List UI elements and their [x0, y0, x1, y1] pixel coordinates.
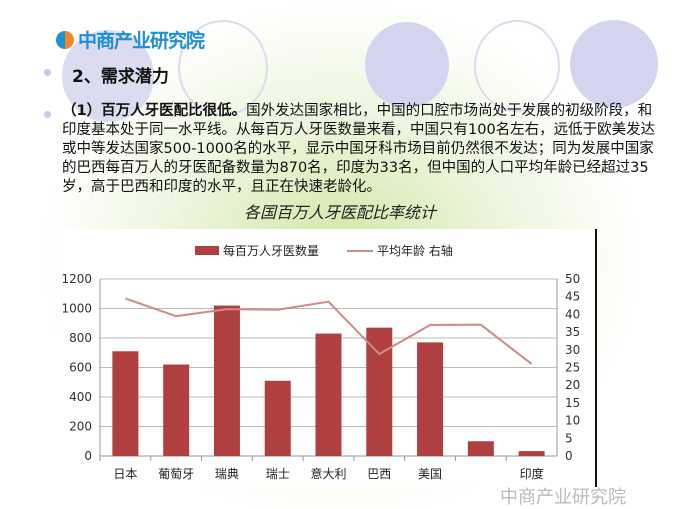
y2-tick-label: 45	[565, 290, 580, 304]
decor-circle	[178, 20, 268, 116]
bar	[213, 305, 240, 456]
age-line	[125, 297, 533, 365]
bar	[366, 327, 393, 456]
y-tick-label: 600	[69, 361, 92, 375]
decor-circle	[62, 30, 154, 122]
logo-icon	[56, 30, 74, 49]
chart-svg: 0 200 400 600 800 1000 1200 0 5 10 15 20 25 30 35 40 45 5…	[61, 243, 580, 481]
bullet-icon	[44, 69, 51, 76]
bar	[518, 451, 545, 456]
legend-bar-label: 每百万人牙医数量	[223, 243, 319, 258]
decor-circle	[570, 20, 658, 108]
x-tick-label: 葡萄牙	[158, 467, 194, 481]
y-tick-label: 200	[69, 420, 92, 434]
x-tick-label: 意大利	[310, 466, 346, 481]
legend-line-label: 平均年龄 右轴	[377, 243, 453, 258]
section-heading: 2、需求潜力	[72, 67, 169, 87]
y2-tick-label: 30	[565, 343, 580, 357]
decor-circle	[365, 22, 449, 108]
bar	[163, 364, 190, 456]
watermark: 中商产业研究院	[500, 487, 626, 508]
bar	[264, 380, 291, 456]
y2-tick-label: 0	[565, 449, 573, 463]
y-tick-label: 1000	[61, 302, 92, 316]
x-tick-label: 印度	[520, 466, 544, 481]
y2-tick-label: 15	[565, 396, 580, 410]
bar	[417, 342, 444, 456]
bar	[467, 441, 494, 456]
bar	[112, 351, 139, 456]
bar	[315, 333, 342, 456]
logo: 中商产业研究院	[56, 26, 205, 53]
paragraph: （1）百万人牙医配比很低。国外发达国家相比，中国的口腔市场尚处于发展的初级阶段，…	[62, 102, 662, 197]
legend-bar-swatch	[195, 246, 219, 255]
x-tick-label: 巴西	[367, 467, 391, 481]
paragraph-bold: （1）百万人牙医配比很低。	[62, 103, 247, 119]
y2-tick-label: 35	[565, 325, 580, 339]
x-tick-label: 美国	[418, 467, 442, 481]
y2-tick-label: 10	[565, 414, 580, 428]
y-tick-label: 400	[69, 390, 92, 404]
decor-circle	[474, 20, 560, 112]
y-tick-label: 0	[84, 449, 92, 463]
y2-tick-label: 50	[565, 272, 580, 286]
y-tick-label: 800	[69, 331, 92, 345]
y-tick-label: 1200	[61, 272, 92, 286]
text-block: （1）百万人牙医配比很低。国外发达国家相比，中国的口腔市场尚处于发展的初级阶段，…	[62, 102, 662, 222]
x-tick-label: 瑞典	[215, 467, 239, 481]
y2-tick-label: 40	[565, 307, 580, 321]
bullet-icon	[44, 111, 51, 118]
chart-area: 0 200 400 600 800 1000 1200 0 5 10 15 20 25 30 35 40 45 5…	[57, 229, 597, 487]
y2-tick-label: 20	[565, 378, 580, 392]
chart-title: 各国百万人牙医配比率统计	[243, 203, 436, 222]
y2-tick-label: 5	[565, 431, 573, 445]
x-tick-label: 日本	[113, 467, 137, 481]
paragraph-text: 国外发达国家相比，中国的口腔市场尚处于发展的初级阶段，和印度基本处于同一水平线。…	[62, 103, 656, 195]
x-tick-label: 瑞士	[266, 467, 290, 481]
y2-tick-label: 25	[565, 361, 580, 375]
logo-text: 中商产业研究院	[78, 30, 205, 52]
